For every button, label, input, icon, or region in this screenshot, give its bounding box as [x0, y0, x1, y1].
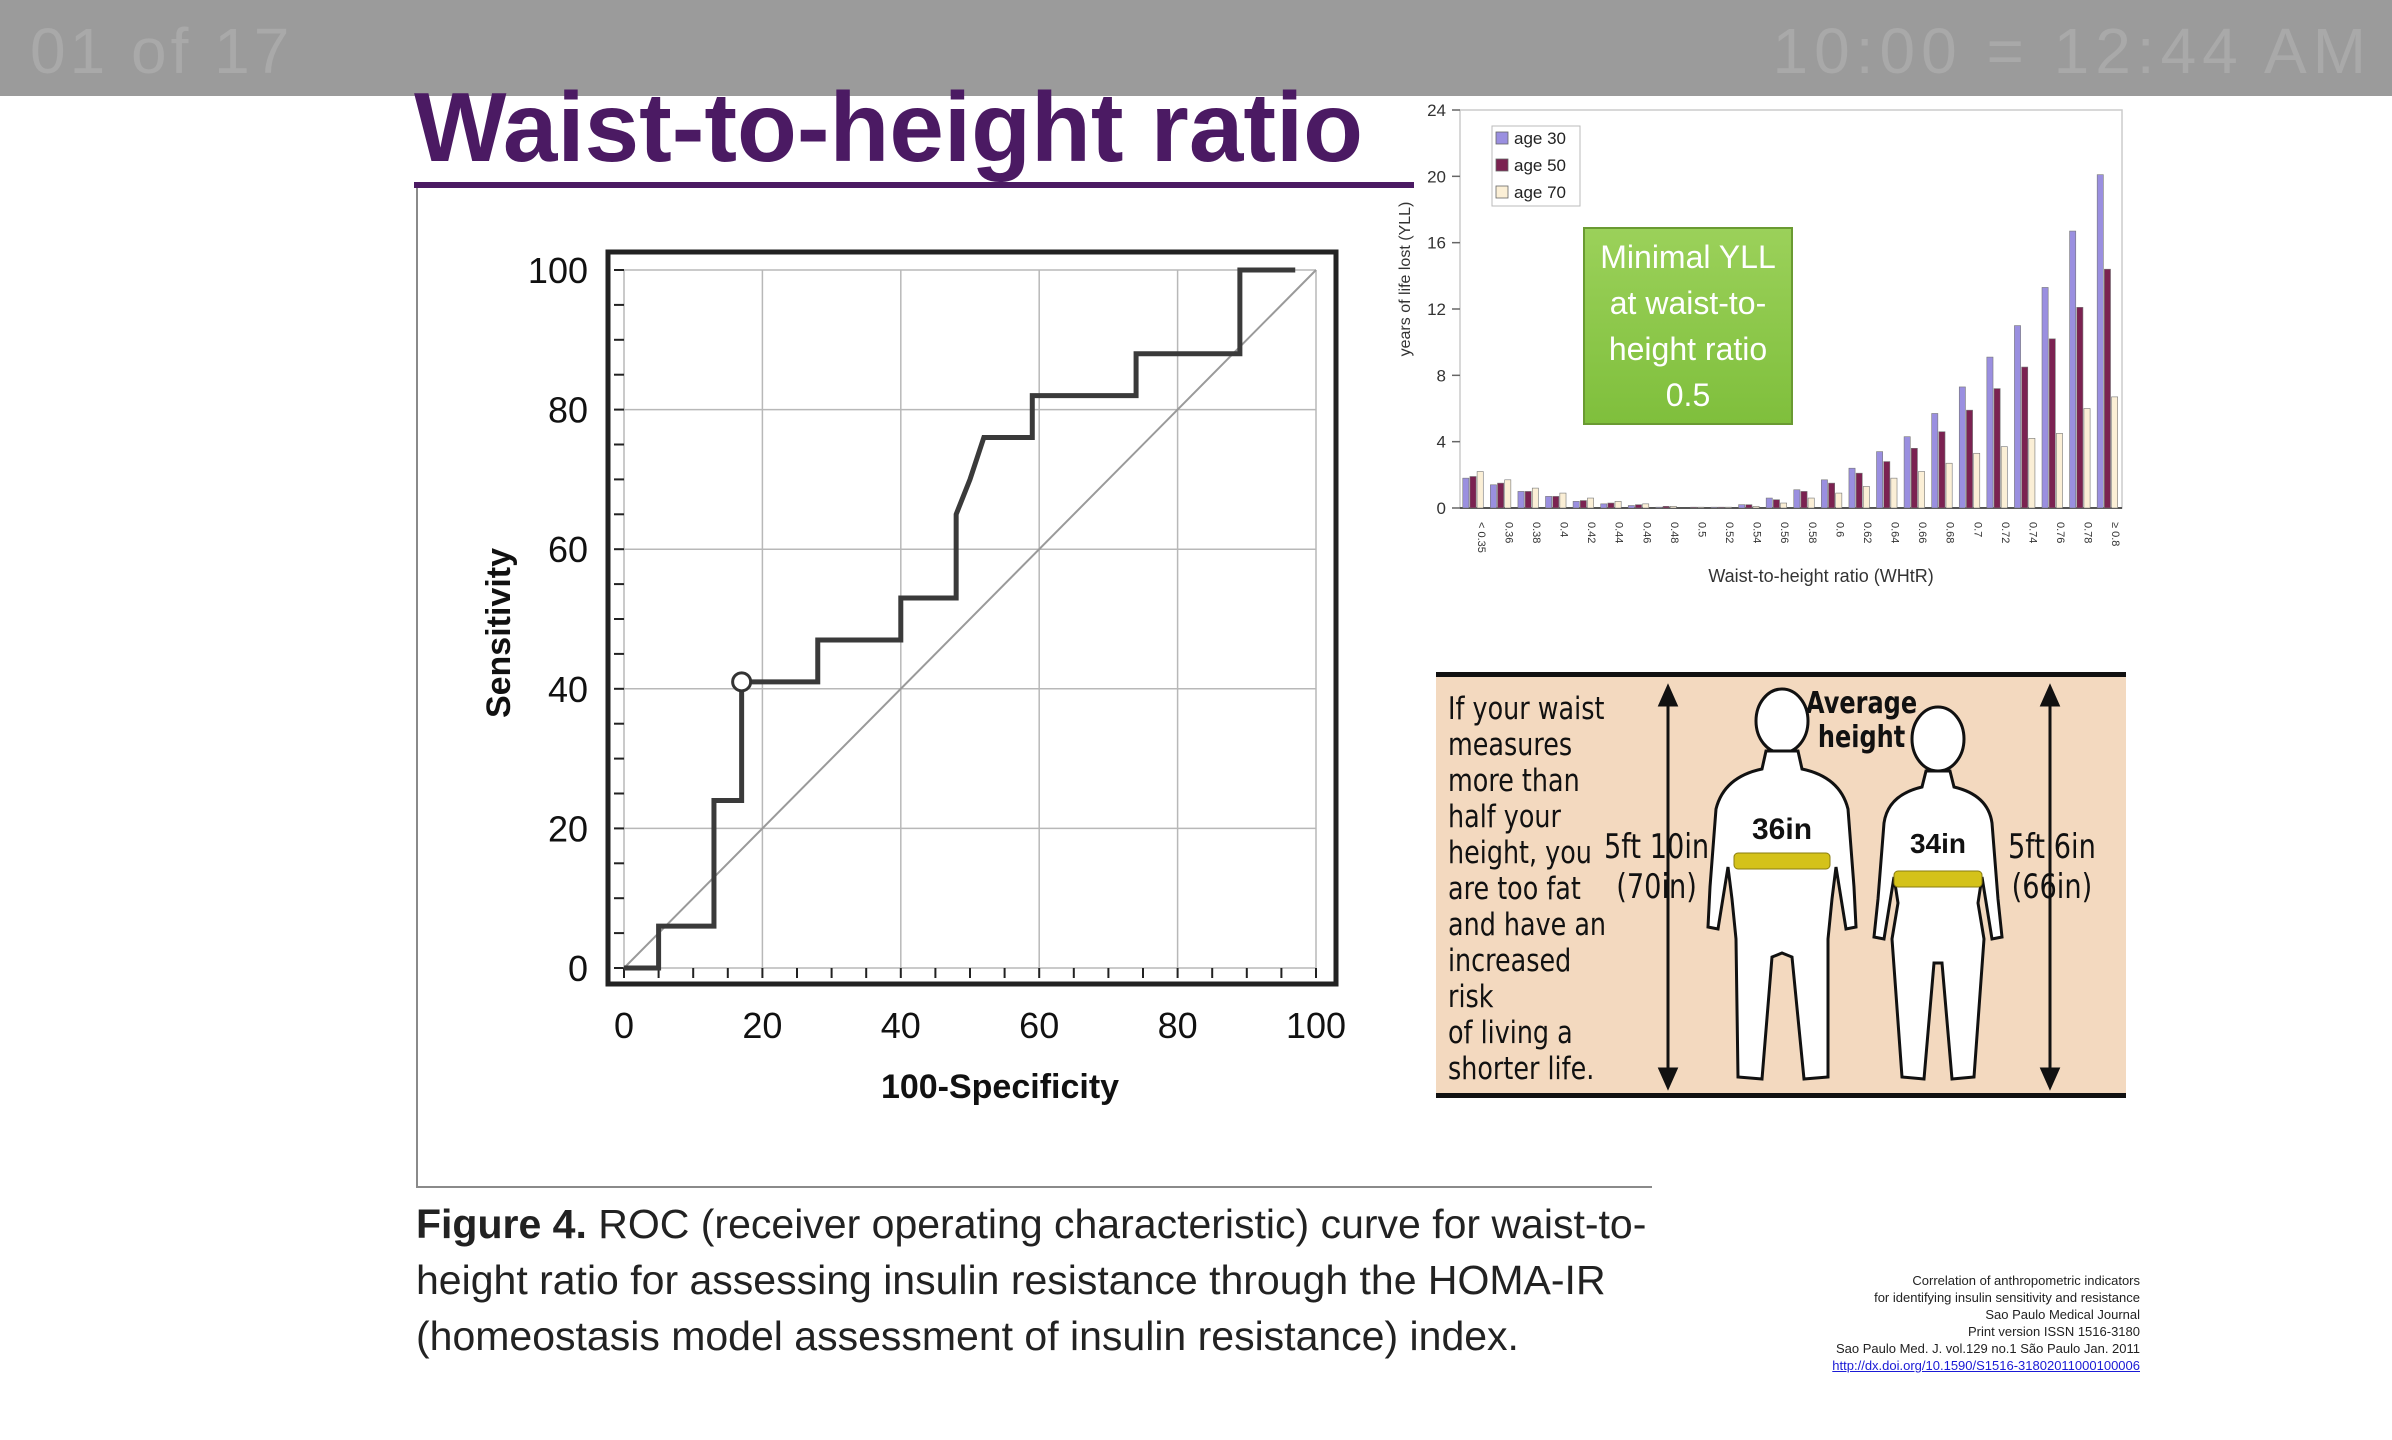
woman-waist-band: [1893, 870, 1983, 888]
roc-y-tick-label: 0: [568, 948, 588, 989]
woman-silhouette: [1872, 705, 2004, 1081]
roc-x-axis-label: 100-Specificity: [881, 1068, 1119, 1106]
roc-x-tick-label: 20: [742, 1005, 782, 1046]
roc-x-tick-label: 100: [1286, 1005, 1346, 1046]
citation-line: Sao Paulo Med. J. vol.129 no.1 São Paulo…: [1835, 1341, 2140, 1356]
body-silhouettes: 36in 34in: [1657, 683, 2061, 1091]
waist-warning-text: If your waist measures more than half yo…: [1448, 691, 1607, 1087]
roc-x-tick-label: 60: [1019, 1005, 1059, 1046]
top-bar-left-text: 01 of 17: [30, 15, 294, 87]
roc-x-tick-label: 40: [881, 1005, 921, 1046]
roc-y-tick-label: 60: [548, 529, 588, 570]
waist-height-infographic: 36in 34in If your waist measures more th…: [1436, 672, 2126, 1098]
roc-x-tick-label: 80: [1158, 1005, 1198, 1046]
woman-waist-label: 34in: [1910, 828, 1966, 859]
figure-label: Figure 4.: [416, 1201, 587, 1247]
man-waist-label: 36in: [1752, 813, 1812, 846]
figure-caption: Figure 4. ROC (receiver operating charac…: [416, 1196, 1666, 1364]
man-height-label: 5ft 10in (70in): [1604, 827, 1710, 907]
roc-plot-frame: [605, 249, 1339, 987]
roc-y-tick-label: 100: [528, 250, 588, 291]
roc-y-tick-label: 80: [548, 390, 588, 431]
woman-height-label: 5ft 6in (66in): [2008, 827, 2096, 907]
title-underline: [414, 182, 1414, 188]
man-height-arrow: [1657, 683, 1679, 1091]
roc-x-tick-label: 0: [614, 1005, 634, 1046]
roc-y-axis-label: Sensitivity: [480, 548, 518, 718]
citation-line: Sao Paulo Medical Journal: [1985, 1307, 2140, 1322]
top-bar: 01 of 17 10:00 = 12:44 AM: [0, 0, 2392, 96]
man-waist-band: [1733, 852, 1831, 870]
figure-frame-left: [416, 188, 418, 1188]
citation: Correlation of anthropometric indicators…: [1790, 1272, 2140, 1374]
average-height-label: Average height: [1806, 686, 1918, 755]
roc-y-tick-label: 20: [548, 808, 588, 849]
figure-caption-text: ROC (receiver operating characteristic) …: [416, 1201, 1647, 1359]
slide-title: Waist-to-height ratio: [414, 72, 1364, 182]
woman-height-arrow: [2039, 683, 2061, 1091]
top-bar-right-text: 10:00 = 12:44 AM: [1772, 15, 2372, 87]
citation-line: Correlation of anthropometric indicators: [1912, 1273, 2140, 1288]
citation-line: Print version ISSN 1516-3180: [1968, 1324, 2140, 1339]
roc-reference-line: [623, 269, 1317, 969]
roc-cutoff-marker: [731, 671, 753, 693]
doi-link[interactable]: http://dx.doi.org/10.1590/S1516-31802011…: [1832, 1358, 2140, 1373]
man-silhouette: [1706, 687, 1858, 1081]
roc-curve-line: [624, 267, 1296, 971]
figure-frame-bottom: [416, 1186, 1652, 1188]
citation-line: for identifying insulin sensitivity and …: [1874, 1290, 2140, 1305]
roc-y-tick-label: 40: [548, 669, 588, 710]
